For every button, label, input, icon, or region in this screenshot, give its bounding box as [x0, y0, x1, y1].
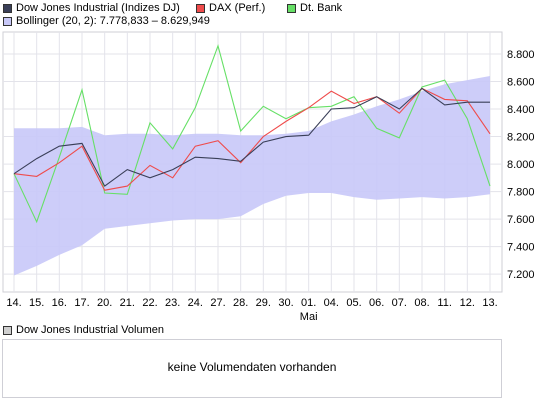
x-tick-label-9: 27. [210, 297, 225, 309]
x-tick-label-0: 14. [6, 297, 21, 309]
series-lines [13, 43, 491, 224]
y-tick-label-3: 7.800 [507, 187, 535, 199]
y-tick-label-1: 7.400 [507, 242, 535, 254]
x-tick-label-5: 21. [120, 297, 135, 309]
legend-label-dax: DAX (Perf.) [209, 2, 266, 14]
x-axis-ticks: 14. 15. 16. 17. 20. 21. 22. 23. 24. 27. 28. 29. 30. 0… [6, 297, 497, 323]
x-tick-label-13: 01. [301, 297, 316, 309]
bollinger-band [14, 76, 490, 276]
volume-legend: Dow Jones Industrial Volumen [3, 324, 164, 336]
volume-empty-message: keine Volumendaten vorhanden [167, 360, 337, 374]
legend-swatch-dax [196, 3, 205, 13]
legend-item-dtbank: Dt. Bank [287, 2, 342, 14]
x-tick-label-7: 23. [165, 297, 180, 309]
bollinger-legend: Bollinger (20, 2): 7.778,833 – 8.629,949 [0, 15, 545, 29]
volume-panel: keine Volumendaten vorhanden [2, 339, 502, 398]
legend-swatch-dtbank [287, 3, 296, 13]
y-tick-label-6: 8.400 [507, 104, 535, 116]
x-tick-label-11: 29. [256, 297, 271, 309]
legend-label-bollinger: Bollinger (20, 2): 7.778,833 – 8.629,949 [16, 15, 210, 27]
series-line-dax [13, 87, 491, 191]
x-tick-label-19: 11. [437, 297, 451, 309]
legend-item-bollinger: Bollinger (20, 2): 7.778,833 – 8.629,949 [3, 15, 210, 27]
legend-swatch-bollinger [3, 16, 12, 26]
x-tick-label-17: 07. [392, 297, 407, 309]
legend-item-dax: DAX (Perf.) [196, 2, 265, 14]
volume-legend-label: Dow Jones Industrial Volumen [16, 324, 164, 336]
price-chart: 7.200 7.400 7.600 7.800 8.000 8.200 8.400 8.600… [2, 31, 535, 323]
y-tick-label-2: 7.600 [507, 214, 535, 226]
x-tick-label-15: 05. [346, 297, 361, 309]
x-tick-label-14: 04. [324, 297, 339, 309]
y-tick-label-5: 8.200 [507, 132, 535, 144]
y-axis-ticks: 7.200 7.400 7.600 7.800 8.000 8.200 8.400 8.600… [507, 49, 535, 281]
x-tick-label-20: 12. [460, 297, 475, 309]
volume-legend-swatch [3, 325, 12, 335]
y-tick-label-8: 8.800 [507, 49, 535, 61]
x-tick-label-12: 30. [278, 297, 293, 309]
x-tick-label-2: 16. [52, 297, 67, 309]
series-line-dow [13, 87, 490, 187]
y-tick-label-7: 8.600 [507, 77, 535, 89]
x-tick-label-21: 13. [482, 297, 497, 309]
x-tick-label-6: 22. [142, 297, 157, 309]
y-tick-label-4: 8.000 [507, 159, 535, 171]
y-tick-label-0: 7.200 [507, 269, 535, 281]
x-sublabel-month: Mai [300, 311, 318, 323]
legend-label-dow: Dow Jones Industrial (Indizes DJ) [16, 2, 180, 14]
series-line-dtbank [13, 43, 491, 224]
x-tick-label-18: 08. [414, 297, 429, 309]
legend-item-dow: Dow Jones Industrial (Indizes DJ) [3, 2, 180, 14]
legend-swatch-dow [3, 3, 12, 13]
legend-label-dtbank: Dt. Bank [300, 2, 343, 14]
x-tick-label-10: 28. [233, 297, 248, 309]
bollinger-area [14, 76, 490, 276]
chart-legend: Dow Jones Industrial (Indizes DJ) DAX (P… [0, 2, 545, 16]
x-tick-label-8: 24. [188, 297, 203, 309]
x-tick-label-3: 17. [74, 297, 89, 309]
x-tick-label-16: 06. [369, 297, 384, 309]
x-tick-label-1: 15. [29, 297, 44, 309]
x-tick-label-4: 20. [97, 297, 112, 309]
